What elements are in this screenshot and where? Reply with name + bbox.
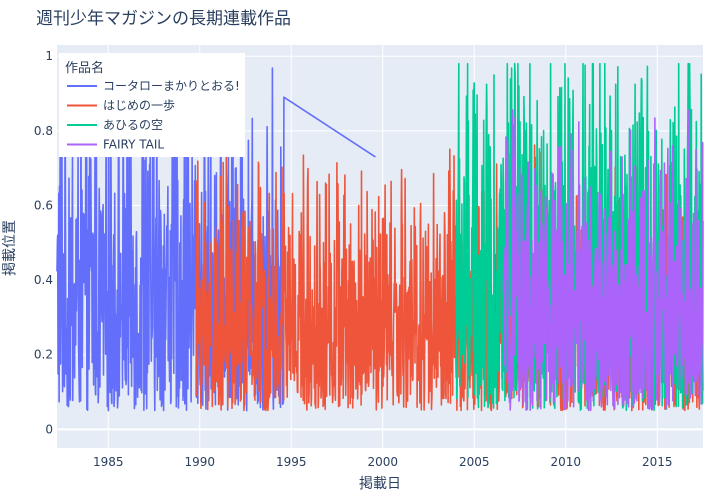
y-tick-label: 0.2: [34, 348, 53, 362]
legend-title: 作品名: [65, 60, 104, 76]
y-axis-ticks: 0 0.2 0.4 0.6 0.8 1: [34, 49, 53, 436]
chart-title: 週刊少年マガジンの長期連載作品: [36, 9, 291, 29]
legend-item-label[interactable]: FAIRY TAIL: [103, 138, 164, 152]
x-tick-label: 1990: [184, 455, 215, 469]
y-tick-label: 1: [45, 49, 53, 63]
x-tick-label: 2010: [550, 455, 581, 469]
legend-item-label[interactable]: あひるの空: [103, 118, 163, 132]
y-tick-label: 0.8: [34, 124, 53, 138]
series-line[interactable]: [502, 109, 704, 412]
x-tick-label: 2000: [367, 455, 398, 469]
y-tick-label: 0: [45, 422, 53, 436]
y-tick-label: 0.6: [34, 198, 53, 212]
y-tick-label: 0.4: [34, 273, 53, 287]
x-tick-label: 2005: [459, 455, 490, 469]
x-tick-label: 2015: [642, 455, 673, 469]
legend-item-label[interactable]: コータローまかりとおる!: [103, 79, 240, 93]
x-tick-label: 1985: [93, 455, 124, 469]
x-tick-label: 1995: [276, 455, 307, 469]
x-axis-title: 掲載日: [359, 476, 401, 492]
legend-item-label[interactable]: はじめの一歩: [103, 98, 175, 113]
y-axis-title: 掲載位置: [2, 220, 18, 276]
series-layer: [56, 62, 704, 412]
x-axis-ticks: 1985 1990 1995 2000 2005 2010 2015: [93, 455, 673, 469]
